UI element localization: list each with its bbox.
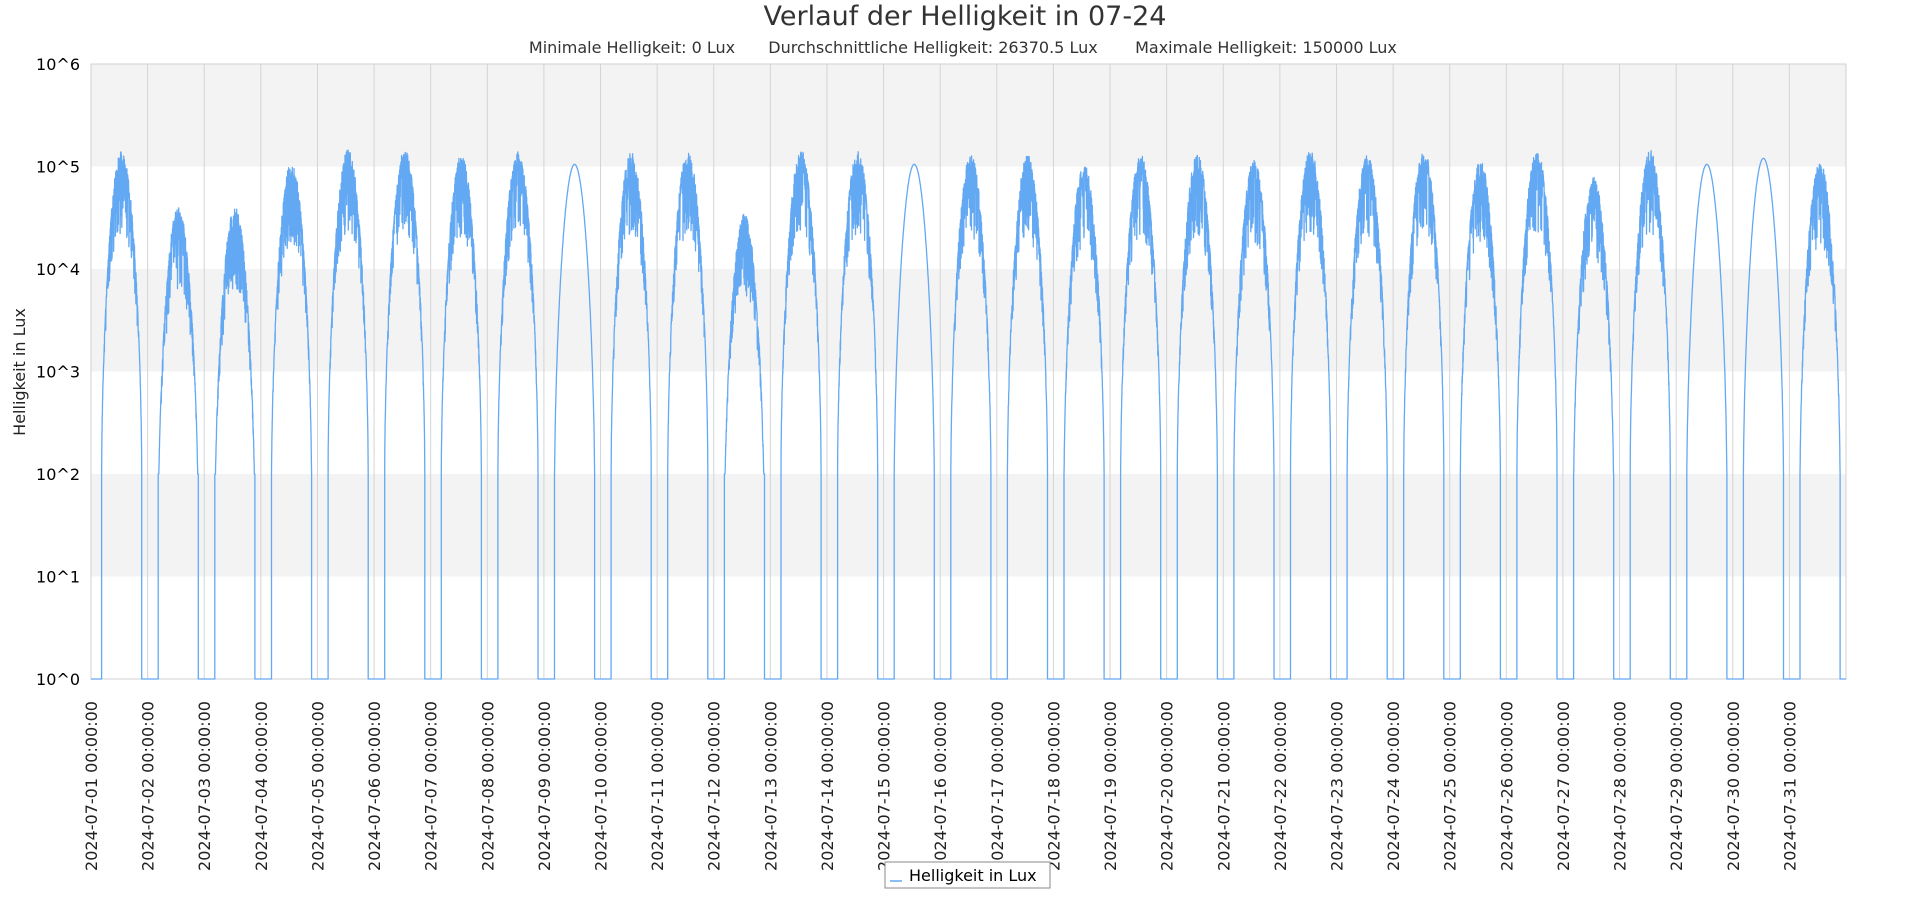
x-tick-label: 2024-07-21 00:00:00 — [1214, 701, 1233, 871]
y-tick-label: 10^5 — [36, 158, 80, 177]
plot-grid — [90, 64, 1790, 679]
x-tick-label: 2024-07-15 00:00:00 — [875, 701, 894, 871]
x-tick-label: 2024-07-11 00:00:00 — [648, 701, 667, 871]
x-tick-label: 2024-07-14 00:00:00 — [818, 701, 837, 871]
subtitle-avg-brightness: Durchschnittliche Helligkeit: 26370.5 Lu… — [768, 38, 1097, 57]
legend[interactable]: Helligkeit in Lux — [884, 861, 1051, 889]
x-tick-label: 2024-07-31 00:00:00 — [1780, 701, 1799, 871]
chart-title: Verlauf der Helligkeit in 07-24 — [764, 1, 1167, 32]
x-tick-label: 2024-07-07 00:00:00 — [422, 701, 441, 871]
plot-frame — [90, 63, 1847, 680]
plot-band — [91, 474, 1846, 577]
legend-label: Helligkeit in Lux — [909, 866, 1037, 885]
x-tick-label: 2024-07-09 00:00:00 — [535, 701, 554, 871]
y-tick-label: 10^3 — [36, 363, 80, 382]
x-tick-label: 2024-07-10 00:00:00 — [592, 701, 611, 871]
x-tick-label: 2024-07-17 00:00:00 — [988, 701, 1007, 871]
y-tick-label: 10^2 — [36, 465, 80, 484]
legend-box — [884, 861, 1051, 889]
plot-band — [91, 576, 1846, 679]
x-tick-label: 2024-07-30 00:00:00 — [1724, 701, 1743, 871]
x-tick-label: 2024-07-20 00:00:00 — [1158, 701, 1177, 871]
x-tick-label: 2024-07-18 00:00:00 — [1044, 701, 1063, 871]
y-tick-label: 10^0 — [36, 670, 80, 689]
x-tick-label: 2024-07-26 00:00:00 — [1497, 701, 1516, 871]
x-axis-ticks: 2024-07-01 00:00:00 2024-07-02 00:00:00 20… — [82, 701, 1799, 871]
plot-band — [91, 371, 1846, 474]
y-tick-label: 10^6 — [36, 55, 80, 74]
x-tick-label: 2024-07-28 00:00:00 — [1611, 701, 1630, 871]
x-tick-label: 2024-07-03 00:00:00 — [195, 701, 214, 871]
x-tick-label: 2024-07-23 00:00:00 — [1327, 701, 1346, 871]
x-tick-label: 2024-07-29 00:00:00 — [1667, 701, 1686, 871]
subtitle-max-brightness: Maximale Helligkeit: 150000 Lux — [1135, 38, 1397, 57]
subtitle-min-brightness: Minimale Helligkeit: 0 Lux — [529, 38, 735, 57]
x-tick-label: 2024-07-19 00:00:00 — [1101, 701, 1120, 871]
x-tick-label: 2024-07-16 00:00:00 — [931, 701, 950, 871]
x-tick-label: 2024-07-24 00:00:00 — [1384, 701, 1403, 871]
y-axis-label: Helligkeit in Lux — [10, 308, 29, 436]
x-tick-label: 2024-07-22 00:00:00 — [1271, 701, 1290, 871]
x-tick-label: 2024-07-13 00:00:00 — [761, 701, 780, 871]
x-tick-label: 2024-07-25 00:00:00 — [1441, 701, 1460, 871]
y-tick-label: 10^1 — [36, 568, 80, 587]
x-tick-label: 2024-07-27 00:00:00 — [1554, 701, 1573, 871]
x-tick-label: 2024-07-05 00:00:00 — [308, 701, 327, 871]
series-line-helligkeit — [91, 149, 1846, 680]
x-tick-label: 2024-07-01 00:00:00 — [82, 701, 101, 871]
y-axis-ticks: 10^0 10^1 10^2 10^3 10^4 10^5 10^6 — [36, 55, 80, 689]
x-tick-label: 2024-07-12 00:00:00 — [705, 701, 724, 871]
x-tick-label: 2024-07-02 00:00:00 — [139, 701, 158, 871]
y-tick-label: 10^4 — [36, 260, 80, 279]
plot-background-bands — [91, 64, 1846, 679]
plot-band — [91, 64, 1846, 167]
x-tick-label: 2024-07-08 00:00:00 — [478, 701, 497, 871]
x-tick-label: 2024-07-06 00:00:00 — [365, 701, 384, 871]
x-tick-label: 2024-07-04 00:00:00 — [252, 701, 271, 871]
